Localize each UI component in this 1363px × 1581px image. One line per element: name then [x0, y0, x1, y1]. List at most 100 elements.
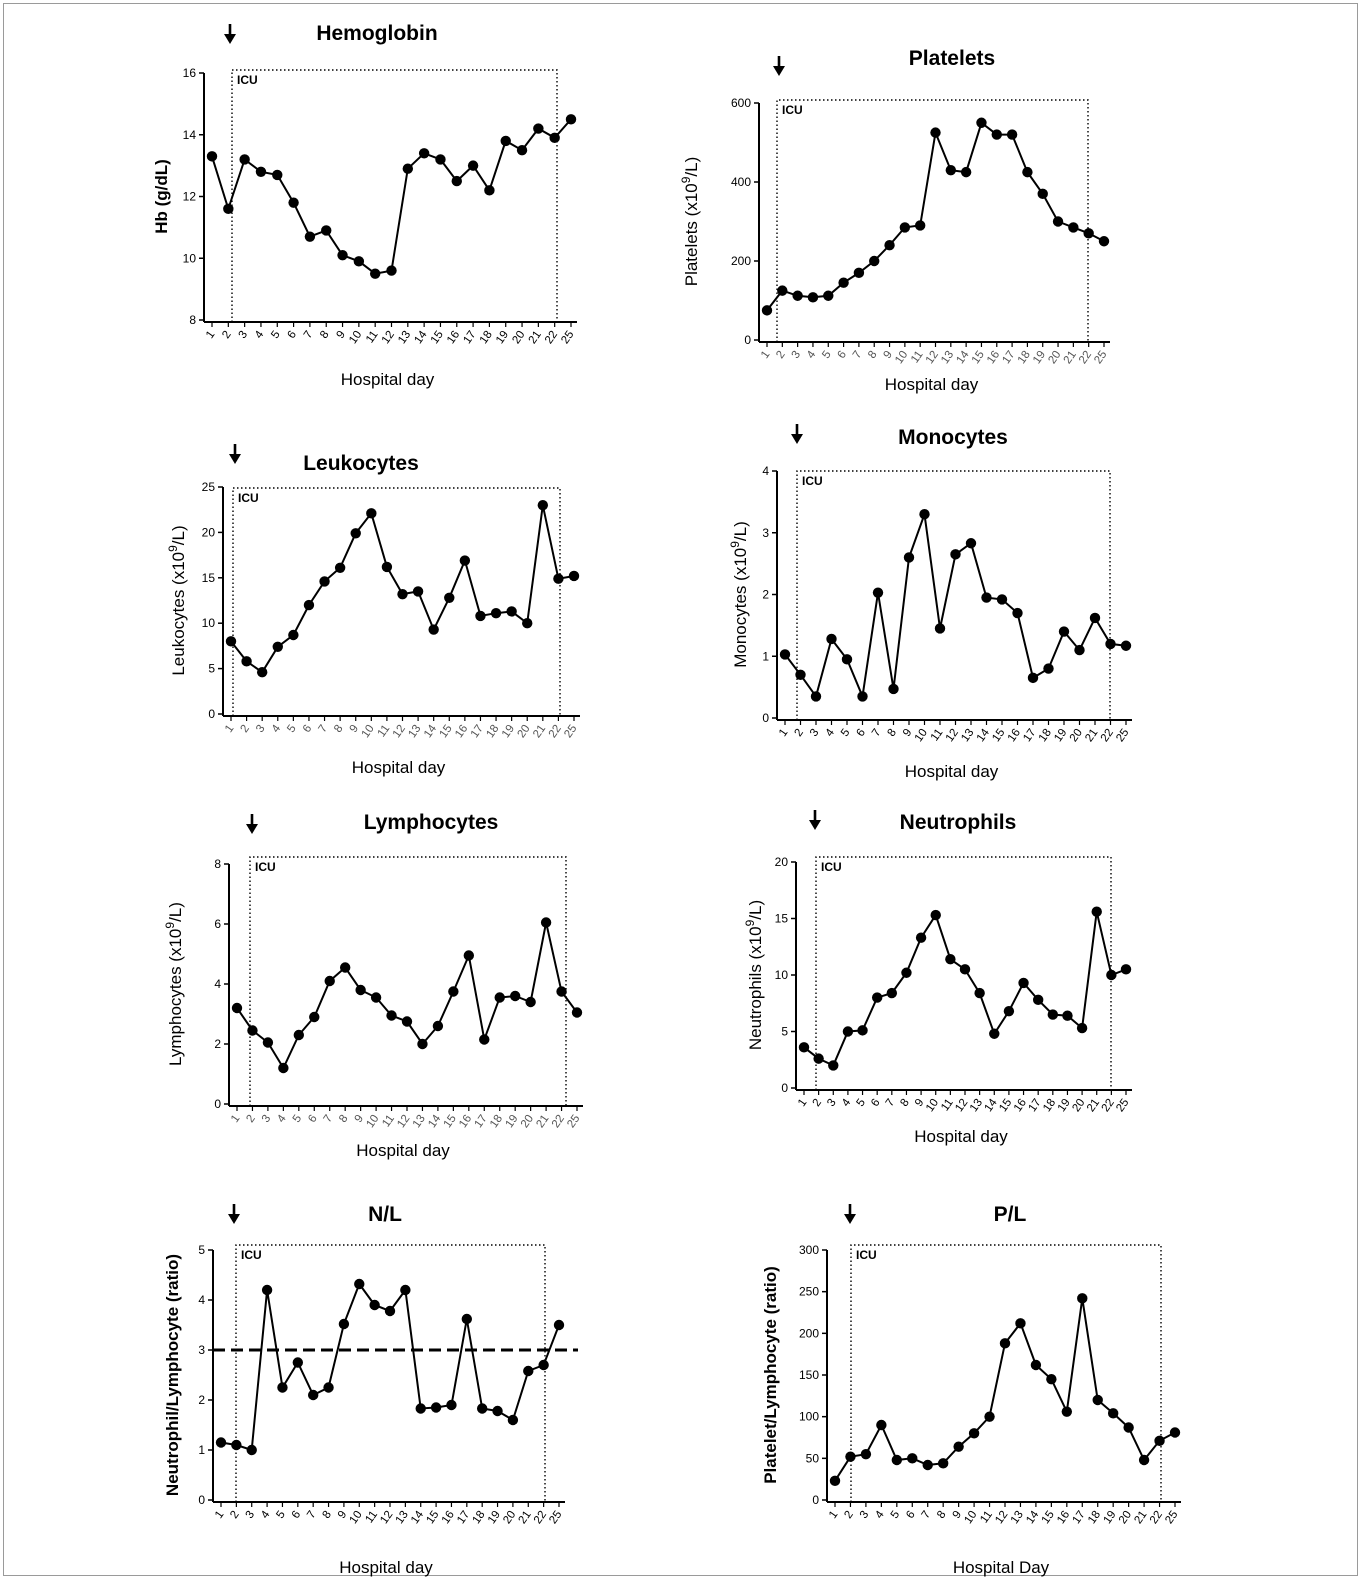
y-axis-title-part: /L) [169, 525, 188, 545]
y-axis-title: Hb (g/dL) [152, 159, 171, 234]
series-line [803, 911, 1127, 1067]
x-tick-label: 8 [320, 1509, 334, 1521]
data-point [1018, 977, 1029, 989]
x-tick-label: 16 [1055, 1509, 1072, 1526]
y-tick-label: 250 [799, 1285, 819, 1299]
data-point [1138, 1454, 1150, 1466]
x-tick-label: 16 [457, 1113, 474, 1130]
y-tick-label: 8 [189, 313, 196, 327]
x-tick-label: 5 [269, 329, 283, 341]
x-tick-label: 3 [244, 1509, 258, 1521]
data-point [384, 1305, 396, 1317]
x-tick-label: 15 [970, 349, 987, 366]
x-tick-label: 21 [1132, 1509, 1149, 1526]
x-tick-label: 18 [470, 1509, 487, 1526]
data-point [1083, 228, 1094, 239]
x-tick-label: 6 [836, 349, 850, 361]
data-point [915, 932, 927, 943]
data-point [1061, 1406, 1073, 1417]
y-tick-label: 0 [812, 1493, 819, 1507]
y-axis-title: Leukocytes (x109/L) [166, 525, 188, 675]
data-point [984, 1411, 995, 1422]
y-tick-label: 20 [202, 525, 216, 539]
x-tick-label: 7 [884, 1097, 898, 1109]
y-tick-label: 2 [198, 1393, 205, 1407]
x-tick-label: 10 [893, 349, 910, 366]
x-tick-label: 1 [796, 1097, 810, 1109]
x-tick-label: 4 [840, 1096, 854, 1109]
x-tick-label: 8 [885, 727, 899, 739]
y-tick-label: 600 [731, 96, 751, 110]
x-tick-label: 21 [534, 1113, 551, 1130]
data-point [350, 528, 361, 539]
x-tick-label: 12 [391, 723, 408, 740]
data-point [914, 220, 926, 231]
x-tick-label: 21 [1085, 1097, 1102, 1114]
x-tick-label: 5 [854, 1097, 868, 1109]
data-point [959, 964, 971, 975]
x-tick-label: 20 [1046, 349, 1063, 366]
data-point [1030, 1359, 1042, 1371]
data-point [256, 667, 268, 678]
x-tick-label: 18 [484, 723, 501, 740]
y-axis-title: Monocytes (x109/L) [728, 521, 750, 668]
data-point [1169, 1427, 1181, 1438]
data-point [355, 984, 366, 996]
x-tick-label: 8 [318, 329, 332, 341]
y-tick-label: 5 [781, 1025, 788, 1039]
icu-period-box [232, 487, 561, 716]
x-tick-label: 7 [920, 1509, 934, 1521]
data-point [353, 256, 365, 267]
data-point [1027, 672, 1039, 684]
y-tick-label: 400 [731, 175, 751, 189]
figure-frame [3, 3, 1358, 1576]
data-point [412, 586, 424, 597]
x-tick-label: 4 [270, 722, 284, 735]
data-point [829, 1475, 841, 1487]
data-point [540, 917, 552, 928]
x-tick-label: 19 [1056, 1097, 1073, 1114]
data-point [461, 1313, 473, 1325]
x-tick-label: 11 [364, 329, 381, 346]
data-point [1098, 236, 1110, 247]
data-point [953, 1441, 964, 1452]
x-tick-label: 10 [962, 1509, 979, 1526]
series-line [784, 513, 1127, 701]
x-tick-label: 1 [777, 727, 791, 739]
data-point [891, 1454, 903, 1466]
data-point [418, 148, 430, 159]
data-point [206, 151, 218, 162]
data-point [845, 1451, 856, 1462]
series-line [211, 118, 572, 275]
chart-title: Lymphocytes [364, 811, 499, 834]
x-tick-label: 1 [204, 329, 218, 341]
y-tick-label: 14 [183, 128, 197, 142]
data-point [432, 1020, 444, 1032]
data-point [1062, 1010, 1073, 1021]
data-point [1105, 638, 1116, 650]
data-point [810, 691, 822, 702]
x-axis-title: Hospital day [352, 758, 446, 777]
y-tick-label: 0 [214, 1097, 221, 1111]
x-tick-label: 4 [275, 1112, 289, 1125]
data-point [277, 1382, 288, 1393]
data-point [337, 249, 348, 261]
data-point [901, 967, 912, 978]
data-point [239, 154, 250, 165]
y-tick-label: 5 [208, 662, 215, 676]
data-point [215, 1437, 227, 1448]
data-point [857, 691, 868, 702]
data-point [777, 285, 788, 296]
data-point [386, 265, 397, 276]
data-point [930, 127, 941, 138]
data-point [779, 649, 791, 660]
x-tick-label: 6 [869, 1097, 883, 1109]
x-tick-label: 18 [1037, 727, 1054, 744]
x-tick-label: 21 [517, 1509, 534, 1526]
data-point [989, 1028, 1000, 1039]
data-point [884, 240, 895, 251]
x-tick-label: 22 [543, 329, 560, 346]
x-tick-label: 1 [223, 723, 237, 735]
x-tick-label: 3 [260, 1113, 274, 1125]
x-tick-label: 19 [503, 1113, 520, 1130]
